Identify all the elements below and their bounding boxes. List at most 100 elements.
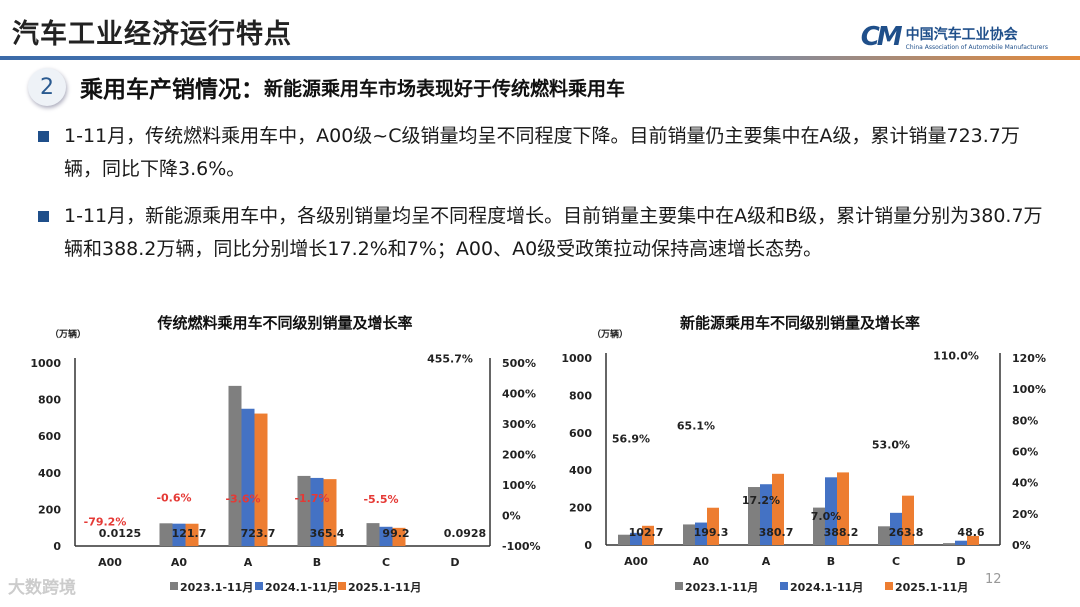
y-axis-unit: （万辆）: [592, 328, 628, 340]
y-tick-label: 800: [569, 389, 592, 402]
legend-label: 2023.1-11月: [180, 581, 253, 594]
bar-B-2024.1-11月: [310, 477, 324, 546]
bar-A-2025.1-11月: [772, 473, 784, 545]
value-label: 0.0125: [99, 527, 141, 540]
y2-tick-label: 100%: [502, 479, 536, 492]
bar-C-2024.1-11月: [890, 512, 902, 545]
bar-D-2024.1-11月: [955, 540, 967, 545]
y2-tick-label: 120%: [1012, 352, 1046, 365]
legend-swatch: [885, 582, 893, 590]
y2-tick-label: 400%: [502, 388, 536, 401]
y2-tick-label: 200%: [502, 449, 536, 462]
page-number: 12: [985, 572, 1002, 587]
value-label: 121.7: [172, 527, 207, 540]
y-tick-label: 800: [38, 394, 61, 407]
x-tick-label: D: [450, 556, 459, 569]
bar-C-2025.1-11月: [902, 495, 914, 545]
growth-rate-label: -79.2%: [84, 516, 127, 529]
legend-swatch: [170, 582, 178, 590]
bar-A00-2025.1-11月: [642, 525, 654, 545]
growth-rate-label: -0.6%: [156, 492, 191, 505]
bar-A-2025.1-11月: [254, 413, 268, 546]
value-label: 723.7: [241, 527, 276, 540]
y-tick-label: 600: [38, 430, 61, 443]
bar-A-2023.1-11月: [748, 487, 760, 545]
bar-D-2025.1-11月: [967, 535, 979, 545]
y-tick-label: 1000: [561, 352, 592, 365]
y-tick-label: 0: [53, 540, 61, 553]
growth-rate-label: 56.9%: [612, 432, 650, 445]
y-tick-label: 400: [569, 464, 592, 477]
growth-rate-label: 17.2%: [742, 494, 780, 507]
legend-swatch: [780, 582, 788, 590]
legend-label: 2024.1-11月: [790, 581, 863, 594]
growth-rate-label: -5.5%: [363, 493, 398, 506]
value-label: 388.2: [824, 526, 859, 539]
growth-rate-label: 53.0%: [872, 438, 910, 451]
legend-swatch: [255, 582, 263, 590]
x-tick-label: A0: [693, 555, 710, 568]
value-label: 48.6: [957, 526, 984, 539]
bar-C-2025.1-11月: [392, 527, 406, 546]
caam-logo: CM 中国汽车工业协会 China Association of Automob…: [861, 22, 1048, 52]
y2-tick-label: 300%: [502, 418, 536, 431]
chart-title: 传统燃料乘用车不同级别销量及增长率: [156, 314, 412, 332]
x-tick-label: D: [956, 555, 965, 568]
logo-en: China Association of Automobile Manufact…: [905, 43, 1048, 51]
bullet-square-icon: [38, 211, 49, 222]
value-label: 199.3: [694, 526, 729, 539]
y-tick-label: 200: [569, 502, 592, 515]
legend-label: 2025.1-11月: [348, 581, 421, 594]
x-tick-label: C: [892, 555, 900, 568]
watermark: 大数跨境: [8, 578, 76, 598]
section-subtitle: 新能源乘用车市场表现好于传统燃料乘用车: [264, 77, 626, 100]
bar-A0-2023.1-11月: [683, 524, 695, 545]
x-tick-label: B: [313, 556, 321, 569]
bar-C-2023.1-11月: [366, 523, 380, 546]
bar-C-2024.1-11月: [379, 526, 393, 546]
bullet-text: 1-11月，新能源乘用车中，各级别销量均呈不同程度增长。目前销量主要集中在A级和…: [64, 205, 1043, 260]
bullet-1: 1-11月，传统燃料乘用车中，A00级~C级销量均呈不同程度下降。目前销量仍主要…: [38, 120, 1048, 186]
bar-A0-2025.1-11月: [185, 523, 199, 546]
legend-swatch: [675, 582, 683, 590]
bullet-square-icon: [38, 131, 49, 142]
y2-tick-label: 60%: [1012, 446, 1038, 459]
x-tick-label: C: [382, 556, 390, 569]
bar-A00-2024.1-11月: [630, 532, 642, 545]
growth-rate-label: -1.7%: [294, 492, 329, 505]
y-axis-unit: （万辆）: [50, 328, 86, 340]
legend-label: 2023.1-11月: [685, 581, 758, 594]
x-tick-label: A: [244, 556, 253, 569]
bar-A0-2023.1-11月: [159, 523, 173, 546]
growth-rate-label: 65.1%: [677, 420, 715, 433]
x-tick-label: A00: [624, 555, 648, 568]
bar-B-2024.1-11月: [825, 477, 837, 545]
growth-rate-label: 110.0%: [933, 350, 979, 363]
header-divider: [0, 56, 1080, 60]
x-tick-label: A00: [98, 556, 122, 569]
y-tick-label: 400: [38, 467, 61, 480]
bar-A00-2023.1-11月: [618, 534, 630, 545]
x-tick-label: A: [762, 555, 771, 568]
bar-A-2024.1-11月: [241, 408, 255, 546]
y-tick-label: 200: [38, 503, 61, 516]
bar-A-2024.1-11月: [760, 484, 772, 545]
y2-tick-label: 0%: [1012, 539, 1031, 552]
section-number: 2: [28, 68, 66, 106]
bar-A0-2025.1-11月: [707, 507, 719, 545]
bullet-2: 1-11月，新能源乘用车中，各级别销量均呈不同程度增长。目前销量主要集中在A级和…: [38, 200, 1048, 266]
bar-B-2025.1-11月: [323, 479, 337, 546]
logo-cn: 中国汽车工业协会: [905, 26, 1018, 43]
bar-B-2025.1-11月: [837, 472, 849, 545]
y2-tick-label: 40%: [1012, 477, 1038, 490]
y-tick-label: 0: [584, 539, 592, 552]
legend-label: 2024.1-11月: [265, 581, 338, 594]
y-tick-label: 1000: [30, 357, 61, 370]
value-label: 99.2: [382, 527, 409, 540]
growth-rate-label: -3.6%: [225, 493, 260, 506]
section-heading: 2 乘用车产销情况： 新能源乘用车市场表现好于传统燃料乘用车: [28, 68, 625, 106]
bullet-text: 1-11月，传统燃料乘用车中，A00级~C级销量均呈不同程度下降。目前销量仍主要…: [64, 125, 1020, 180]
bar-A0-2024.1-11月: [172, 523, 186, 546]
y2-tick-label: -100%: [502, 540, 541, 553]
